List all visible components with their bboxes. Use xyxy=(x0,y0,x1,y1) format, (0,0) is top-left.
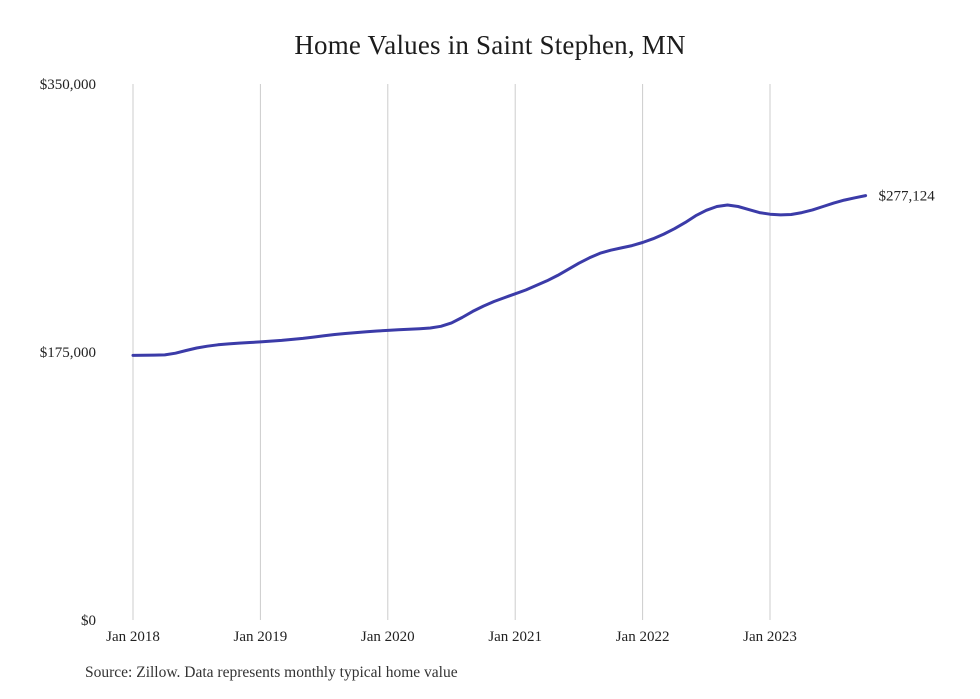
home-value-line-series xyxy=(131,194,868,357)
y-axis-tick-label: $350,000 xyxy=(40,77,96,93)
x-axis-tick-label: Jan 2018 xyxy=(106,629,160,645)
source-note: Source: Zillow. Data represents monthly … xyxy=(85,664,458,681)
x-axis-tick-label: Jan 2021 xyxy=(488,629,542,645)
x-axis-tick-label: Jan 2022 xyxy=(616,629,670,645)
chart-title: Home Values in Saint Stephen, MN xyxy=(294,30,686,60)
end-value-label: $277,124 xyxy=(879,189,936,205)
y-axis-tick-label: $0 xyxy=(81,613,96,629)
x-axis-tick-label: Jan 2019 xyxy=(234,629,288,645)
y-axis-tick-label: $175,000 xyxy=(40,345,96,361)
x-axis-tick-label: Jan 2020 xyxy=(361,629,415,645)
x-axis-tick-label: Jan 2023 xyxy=(743,629,797,645)
